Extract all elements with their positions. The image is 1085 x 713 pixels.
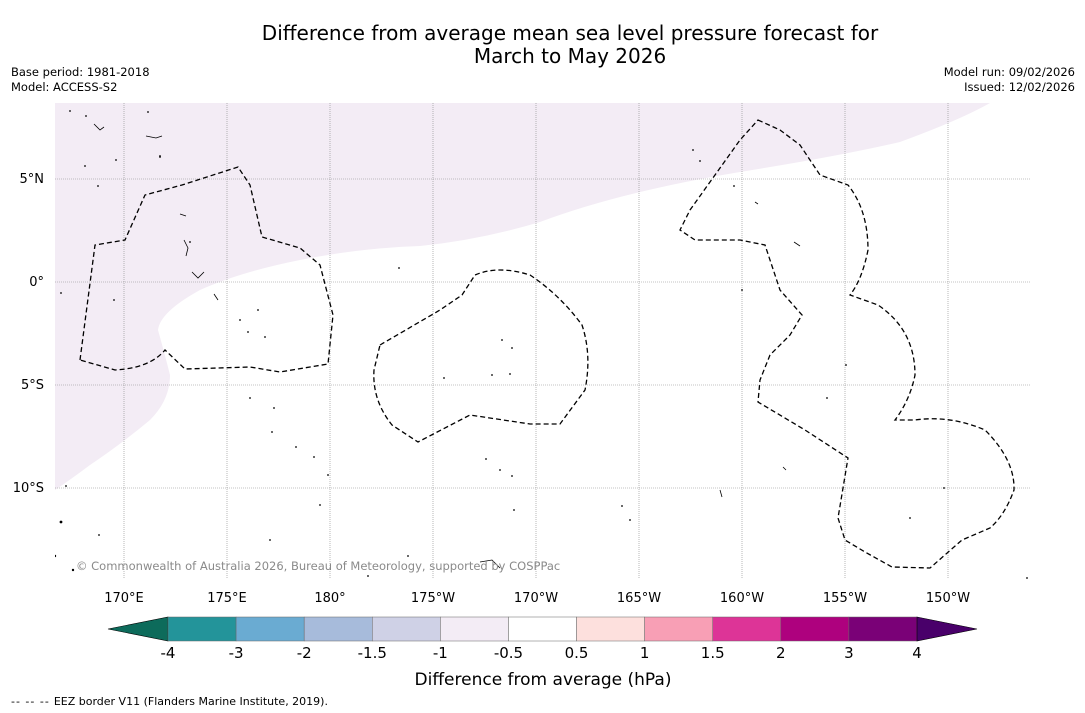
small-islands bbox=[55, 110, 1028, 579]
lat-labels: 5°N 0° 5°S 10°S bbox=[13, 172, 44, 496]
model-run: Model run: 09/02/2026 bbox=[943, 65, 1075, 79]
colorbar-cell bbox=[644, 616, 713, 642]
colorbar-cell bbox=[508, 616, 577, 642]
gridlines bbox=[55, 103, 1031, 579]
island-atoll bbox=[191, 271, 205, 279]
eez-border-phoenix bbox=[373, 269, 589, 443]
eez-legend: -- -- -- EEZ border V11 (Flanders Marine … bbox=[11, 695, 328, 708]
colorbar-tick-label: 1.5 bbox=[701, 644, 725, 662]
colorbar-tick-label: -2 bbox=[297, 644, 312, 662]
colorbar-cell bbox=[848, 616, 918, 642]
issued-date: Issued: 12/02/2026 bbox=[964, 80, 1075, 94]
title-line-1: Difference from average mean sea level p… bbox=[261, 21, 879, 45]
lon-label: 180° bbox=[314, 591, 345, 606]
lon-label: 160°W bbox=[720, 591, 764, 606]
colorbar: -4 -3 -2 -1.5 -1 -0.5 0.5 1 1.5 2 3 4 bbox=[107, 616, 978, 662]
meta-right: Model run: 09/02/2026 Issued: 12/02/2026 bbox=[944, 65, 1075, 95]
colorbar-tick-label: -1.5 bbox=[358, 644, 387, 662]
island-atoll bbox=[93, 123, 105, 131]
island-atoll bbox=[793, 241, 801, 247]
island-atoll bbox=[782, 466, 787, 471]
lon-label: 155°W bbox=[823, 591, 867, 606]
colorbar-cell bbox=[303, 616, 373, 642]
colorbar-cell bbox=[167, 616, 237, 642]
colorbar-cell bbox=[712, 616, 782, 642]
island-atoll bbox=[213, 293, 219, 301]
lon-label: 170°W bbox=[514, 591, 558, 606]
lon-label: 165°W bbox=[617, 591, 661, 606]
colorbar-cell bbox=[576, 616, 645, 642]
chart-title: Difference from average mean sea level p… bbox=[0, 22, 1085, 68]
eez-borders bbox=[79, 119, 1015, 569]
colorbar-cell bbox=[440, 616, 509, 642]
colorbar-tick-label: -1 bbox=[433, 644, 448, 662]
lat-label: 10°S bbox=[13, 481, 44, 496]
colorbar-extend-low bbox=[107, 616, 169, 642]
base-period: Base period: 1981-2018 bbox=[11, 65, 150, 79]
islands bbox=[93, 123, 801, 569]
colorbar-cell bbox=[780, 616, 850, 642]
colorbar-tick-label: 1 bbox=[640, 644, 650, 662]
island-atoll bbox=[179, 213, 187, 217]
lon-labels: 170°E 175°E 180° 175°W 170°W 165°W 160°W… bbox=[104, 591, 970, 606]
eez-dash-symbol: -- -- -- bbox=[11, 695, 50, 708]
colorbar-extend-high bbox=[916, 616, 978, 642]
title-line-2: March to May 2026 bbox=[473, 44, 667, 68]
lat-label: 0° bbox=[29, 275, 44, 290]
colorbar-cell bbox=[372, 616, 441, 642]
model-name: Model: ACCESS-S2 bbox=[11, 80, 118, 94]
eez-border-line-islands bbox=[679, 119, 1015, 569]
colorbar-tick-label: -4 bbox=[161, 644, 176, 662]
island-atoll bbox=[479, 559, 501, 569]
map-area bbox=[55, 103, 1031, 579]
lat-label: 5°N bbox=[20, 172, 45, 187]
lon-label: 170°E bbox=[104, 591, 144, 606]
colorbar-tick-label: -3 bbox=[229, 644, 244, 662]
island-atoll bbox=[754, 201, 759, 205]
colorbar-tick-label: 3 bbox=[844, 644, 854, 662]
lon-label: 175°E bbox=[207, 591, 247, 606]
colorbar-label: Difference from average (hPa) bbox=[415, 670, 672, 690]
copyright-notice: © Commonwealth of Australia 2026, Bureau… bbox=[76, 559, 560, 573]
meta-left: Base period: 1981-2018 Model: ACCESS-S2 bbox=[11, 65, 150, 95]
lat-label: 5°S bbox=[21, 378, 44, 393]
island-atoll bbox=[183, 239, 189, 257]
colorbar-tick-label: 0.5 bbox=[565, 644, 589, 662]
lon-label: 175°W bbox=[411, 591, 455, 606]
island-atoll bbox=[719, 489, 723, 498]
colorbar-tick-label: 4 bbox=[912, 644, 922, 662]
island-atoll bbox=[145, 135, 163, 139]
colorbar-tick-label: 2 bbox=[776, 644, 786, 662]
lon-label: 150°W bbox=[926, 591, 970, 606]
anomaly-region-negative bbox=[55, 103, 990, 490]
colorbar-cell bbox=[235, 616, 305, 642]
colorbar-tick-label: -0.5 bbox=[494, 644, 523, 662]
eez-legend-label: EEZ border V11 (Flanders Marine Institut… bbox=[53, 695, 328, 708]
